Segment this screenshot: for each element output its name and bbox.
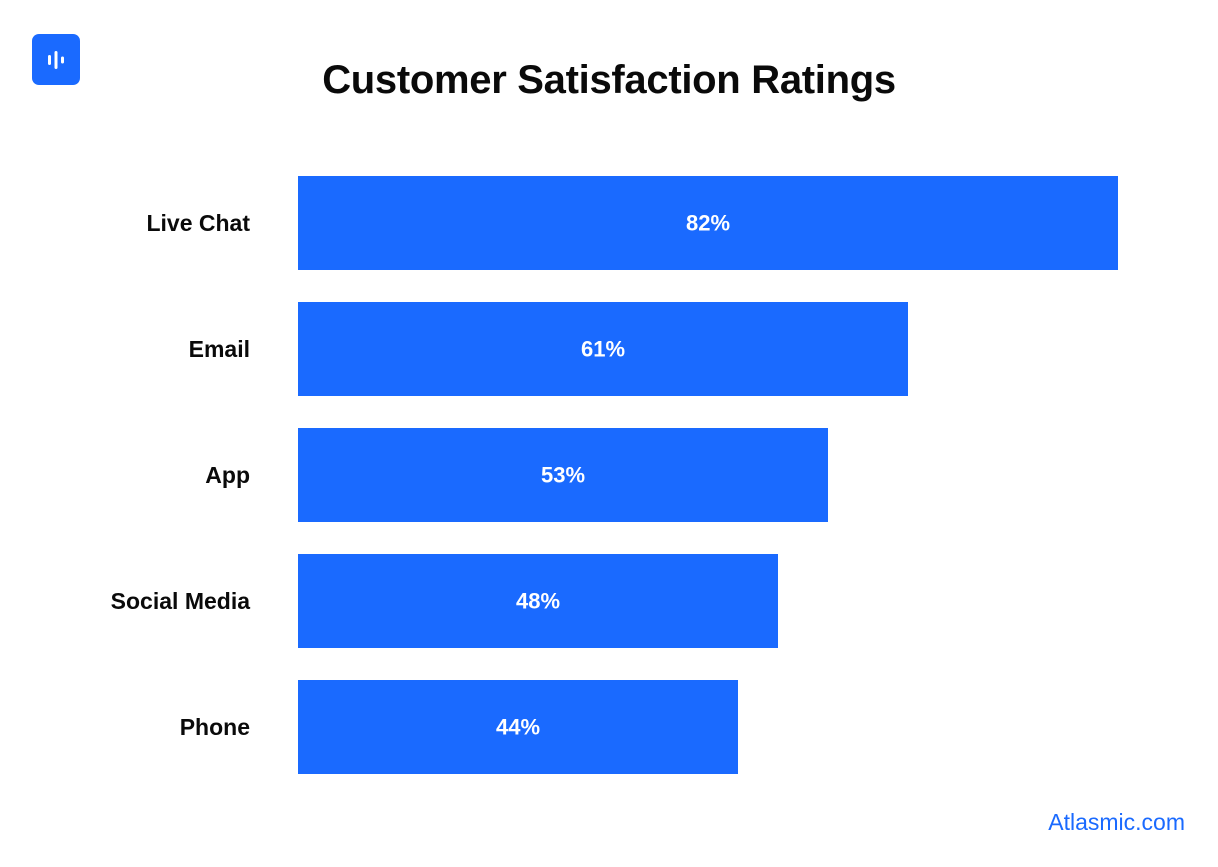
- chart-title: Customer Satisfaction Ratings: [322, 58, 896, 102]
- category-label: Live Chat: [146, 210, 250, 236]
- bar-phone: [298, 680, 738, 774]
- category-label: App: [205, 462, 250, 488]
- brand-logo: [32, 34, 80, 85]
- audio-waveform-icon: [48, 50, 64, 69]
- bar-live-chat: [298, 176, 1118, 270]
- value-label: 61%: [581, 337, 625, 362]
- value-label: 44%: [496, 715, 540, 740]
- bar-app: [298, 428, 828, 522]
- category-label: Social Media: [111, 588, 251, 614]
- source-credit[interactable]: Atlasmic.com: [1048, 809, 1185, 835]
- category-label: Email: [189, 336, 250, 362]
- category-label: Phone: [180, 714, 250, 740]
- value-label: 53%: [541, 463, 585, 488]
- bar-social-media: [298, 554, 778, 648]
- value-label: 48%: [516, 589, 560, 614]
- bar-email: [298, 302, 908, 396]
- value-label: 82%: [686, 211, 730, 236]
